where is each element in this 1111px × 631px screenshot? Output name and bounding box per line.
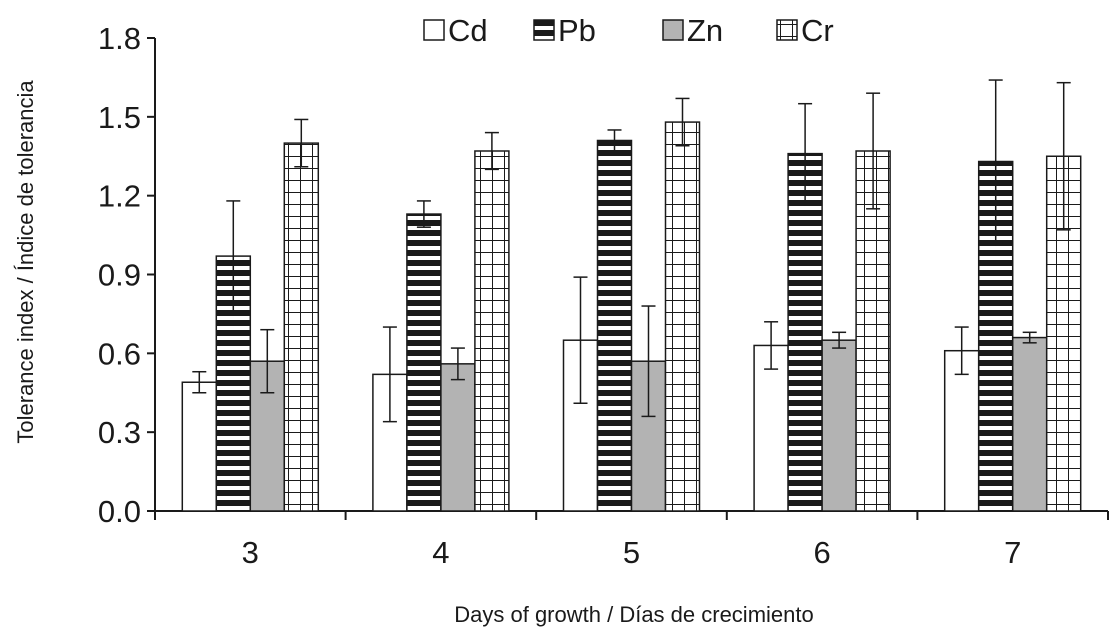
bar-cd-day-5 xyxy=(562,339,599,512)
legend-swatch-zn xyxy=(662,19,684,41)
bar-pb-day-4 xyxy=(406,213,442,512)
bar-pb-day-5 xyxy=(596,139,633,512)
x-axis: 3 4 5 6 7 xyxy=(154,510,1109,570)
bar-cr-day-7 xyxy=(1045,155,1082,512)
legend-label-zn: Zn xyxy=(687,13,723,48)
bar-cr-day-3 xyxy=(283,142,320,512)
y-tick-label: 0.0 xyxy=(98,494,141,529)
x-axis-title: Days of growth / Días de crecimiento xyxy=(454,602,813,627)
bar-cr-day-5 xyxy=(664,121,701,512)
y-tick-label: 1.8 xyxy=(98,21,141,56)
y-axis-title: Tolerance index / Índice de tolerancia xyxy=(13,80,38,444)
legend-swatch-cd xyxy=(423,19,445,41)
bar-pb-day-6 xyxy=(787,152,823,512)
legend-swatch-pb xyxy=(533,19,555,41)
legend-label-cd: Cd xyxy=(448,13,488,48)
legend-swatch-cr xyxy=(776,19,798,41)
y-tick-label: 1.5 xyxy=(98,100,141,135)
y-tick-label: 0.9 xyxy=(98,258,141,293)
bars-layer xyxy=(181,79,1082,512)
bar-zn-day-7 xyxy=(1011,336,1048,512)
x-tick-label: 3 xyxy=(242,535,259,570)
y-tick-label: 0.6 xyxy=(98,336,141,371)
legend-label-cr: Cr xyxy=(801,13,834,48)
y-axis: 0.0 0.3 0.6 0.9 1.2 1.5 1.8 xyxy=(98,21,156,529)
bar-zn-day-6 xyxy=(821,339,857,512)
x-tick-label: 5 xyxy=(623,535,640,570)
bar-cd-day-7 xyxy=(943,349,980,512)
y-tick-label: 0.3 xyxy=(98,415,141,450)
legend-label-pb: Pb xyxy=(558,13,596,48)
bar-cd-day-6 xyxy=(753,344,789,512)
bar-zn-day-4 xyxy=(440,363,476,512)
x-tick-label: 6 xyxy=(813,535,830,570)
bar-cr-day-4 xyxy=(474,150,510,512)
bar-cr-day-6 xyxy=(855,150,891,512)
y-tick-label: 1.2 xyxy=(98,179,141,214)
x-tick-label: 7 xyxy=(1004,535,1021,570)
bar-cd-day-3 xyxy=(181,381,218,512)
chart-legend: Cd Pb Zn Cr xyxy=(423,13,834,48)
x-tick-label: 4 xyxy=(432,535,449,570)
